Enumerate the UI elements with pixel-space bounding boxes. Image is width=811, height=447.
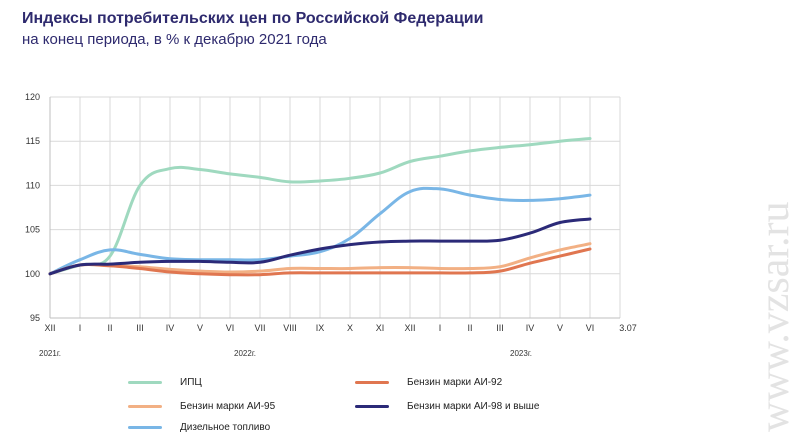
y-tick-label: 110 xyxy=(26,180,40,190)
series-line-ai95 xyxy=(48,242,592,276)
x-tick-label: III xyxy=(136,323,144,333)
y-tick-label: 95 xyxy=(30,313,40,323)
x-tick-label: XII xyxy=(404,323,415,333)
chart-subtitle: на конец периода, в % к декабрю 2021 год… xyxy=(22,31,327,48)
x-tick-label: VI xyxy=(586,323,595,333)
y-tick-label: 115 xyxy=(26,136,40,146)
x-tick-label: I xyxy=(79,323,82,333)
x-tick-label: X xyxy=(347,323,353,333)
legend-label-ai95: Бензин марки АИ-95 xyxy=(180,401,276,412)
x-tick-label: VII xyxy=(254,323,265,333)
y-tick-label: 100 xyxy=(25,269,40,279)
series-line-ai92 xyxy=(48,247,592,277)
watermark-text: www.vzsar.ru xyxy=(752,201,798,432)
x-tick-label: V xyxy=(197,323,203,333)
y-tick-labels: 95 100 105 110 115 120 xyxy=(25,92,40,323)
series-line-cpi xyxy=(48,137,592,276)
x-tick-label: 3.07 xyxy=(619,323,637,333)
legend-label-diesel: Дизельное топливо xyxy=(180,422,271,433)
x-tick-label: IV xyxy=(526,323,535,333)
axes xyxy=(49,97,620,319)
legend-swatch-ai95 xyxy=(128,405,162,408)
x-tick-label: III xyxy=(496,323,504,333)
x-tick-label: V xyxy=(557,323,563,333)
grid-lines xyxy=(50,96,621,319)
x-tick-label: IX xyxy=(316,323,325,333)
legend-item-ai92: Бензин марки АИ-92 xyxy=(355,377,502,388)
legend-item-diesel: Дизельное топливо xyxy=(128,422,270,433)
x-tick-labels: XII I II III IV V VI VII VIII IX X XI XII I II III IV V VI… xyxy=(44,323,636,333)
x-tick-label: VI xyxy=(226,323,235,333)
x-tick-label: VIII xyxy=(283,323,297,333)
legend-swatch-ai98 xyxy=(355,405,389,408)
legend-item-ai98: Бензин марки АИ-98 и выше xyxy=(355,401,539,412)
x-tick-label: II xyxy=(107,323,112,333)
chart-title: Индексы потребительских цен по Российско… xyxy=(22,10,484,27)
legend-swatch-diesel xyxy=(128,426,162,429)
legend-item-ai95: Бензин марки АИ-95 xyxy=(128,401,275,412)
x-tick-label: I xyxy=(439,323,442,333)
legend-swatch-ai92 xyxy=(355,381,389,384)
year-label: 2021г. xyxy=(39,349,61,358)
x-tick-label: XII xyxy=(44,323,55,333)
y-tick-label: 105 xyxy=(25,225,40,235)
x-tick-label: IV xyxy=(166,323,175,333)
legend-swatch-cpi xyxy=(128,381,162,384)
legend-item-cpi: ИПЦ xyxy=(128,377,202,388)
year-labels: 2021г. 2022г. 2023г. xyxy=(39,349,532,358)
legend-label-cpi: ИПЦ xyxy=(180,377,202,388)
series-line-diesel xyxy=(48,186,592,276)
x-tick-label: II xyxy=(467,323,472,333)
y-tick-label: 120 xyxy=(25,92,40,102)
series-line-ai98 xyxy=(48,217,592,276)
series-lines xyxy=(48,137,592,277)
x-tick-label: XI xyxy=(376,323,385,333)
legend-label-ai92: Бензин марки АИ-92 xyxy=(407,377,503,388)
legend-label-ai98: Бензин марки АИ-98 и выше xyxy=(407,401,540,412)
year-label: 2022г. xyxy=(234,349,256,358)
year-label: 2023г. xyxy=(510,349,532,358)
